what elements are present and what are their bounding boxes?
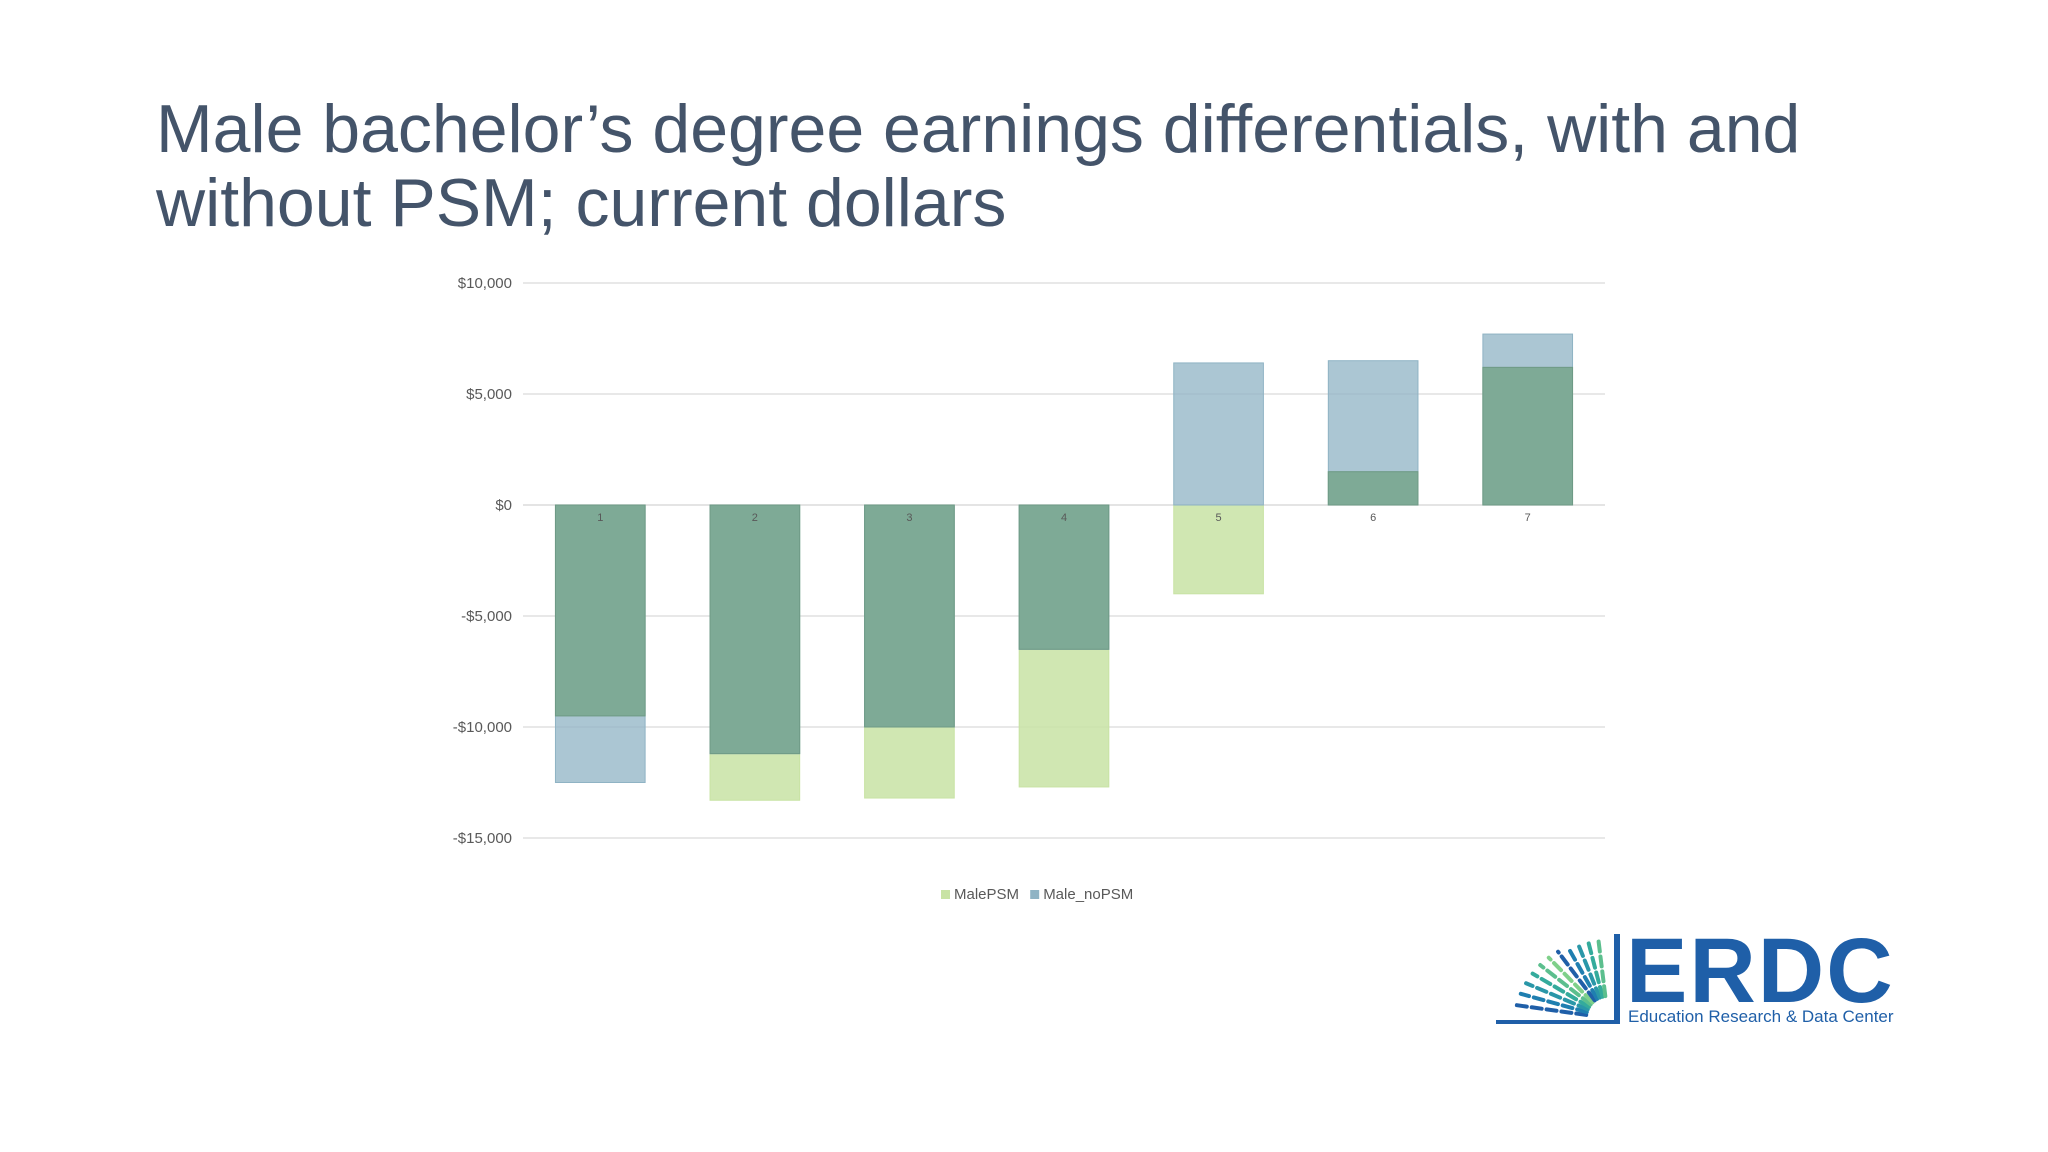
bar-Male_noPSM-5 <box>1173 362 1264 506</box>
bar-overlap-1 <box>554 504 646 717</box>
slide-title-line-1: Male bachelor’s degree earnings differen… <box>156 91 1801 167</box>
legend-swatch-Male_noPSM <box>1030 890 1040 899</box>
erdc-logo-subtitle: Education Research & Data Center <box>1628 1007 1894 1026</box>
chart-legend: MalePSM Male_noPSM <box>941 886 1133 903</box>
bar-overlap-6 <box>1327 471 1419 506</box>
slide-title-line-2: without PSM; current dollars <box>156 165 1007 241</box>
logo-ray <box>1518 991 1589 1015</box>
x-tick-label: 2 <box>752 512 758 524</box>
y-tick-label: $5,000 <box>466 386 512 403</box>
legend-label-Male_noPSM: Male_noPSM <box>1043 886 1133 903</box>
logo-ray <box>1514 1003 1589 1017</box>
logo-ray <box>1556 949 1597 1003</box>
erdc-logo: ERDC Education Research & Data Center <box>1496 928 1895 1026</box>
logo-ray <box>1530 971 1592 1009</box>
x-tick-label: 1 <box>597 512 603 524</box>
x-tick-label: 6 <box>1370 512 1376 524</box>
chart-labels: $10,000 $5,000 $0 -$5,000 -$10,000 -$15,000 1 2… <box>453 275 1531 847</box>
y-tick-label: $0 <box>495 497 512 514</box>
erdc-logo-sunburst <box>1514 939 1608 1017</box>
chart-bars <box>554 333 1574 801</box>
legend-swatch-MalePSM <box>941 890 950 899</box>
x-tick-label: 3 <box>906 512 912 524</box>
bar-MalePSM-5 <box>1173 504 1264 595</box>
slide-title: Male bachelor’s degree earnings differen… <box>156 92 1916 240</box>
bar-overlap-2 <box>709 504 801 755</box>
x-tick-label: 7 <box>1525 512 1531 524</box>
x-tick-label: 5 <box>1216 512 1222 524</box>
bar-overlap-4 <box>1018 504 1110 650</box>
x-tick-label: 4 <box>1061 512 1067 524</box>
y-tick-label: -$15,000 <box>453 830 512 847</box>
logo-ray <box>1538 963 1593 1007</box>
y-tick-label: -$5,000 <box>461 608 512 625</box>
bar-overlap-3 <box>864 504 955 728</box>
logo-ray <box>1586 940 1605 999</box>
y-tick-label: $10,000 <box>458 275 512 292</box>
logo-ray <box>1576 941 1602 1000</box>
logo-ray <box>1565 945 1600 1001</box>
erdc-logo-wordmark: ERDC <box>1626 928 1895 1022</box>
logo-ray <box>1596 939 1608 999</box>
legend-label-MalePSM: MalePSM <box>954 886 1019 903</box>
logo-ray <box>1524 981 1590 1012</box>
logo-ray <box>1546 955 1595 1005</box>
bar-overlap-7 <box>1482 366 1574 506</box>
y-tick-label: -$10,000 <box>453 719 512 736</box>
